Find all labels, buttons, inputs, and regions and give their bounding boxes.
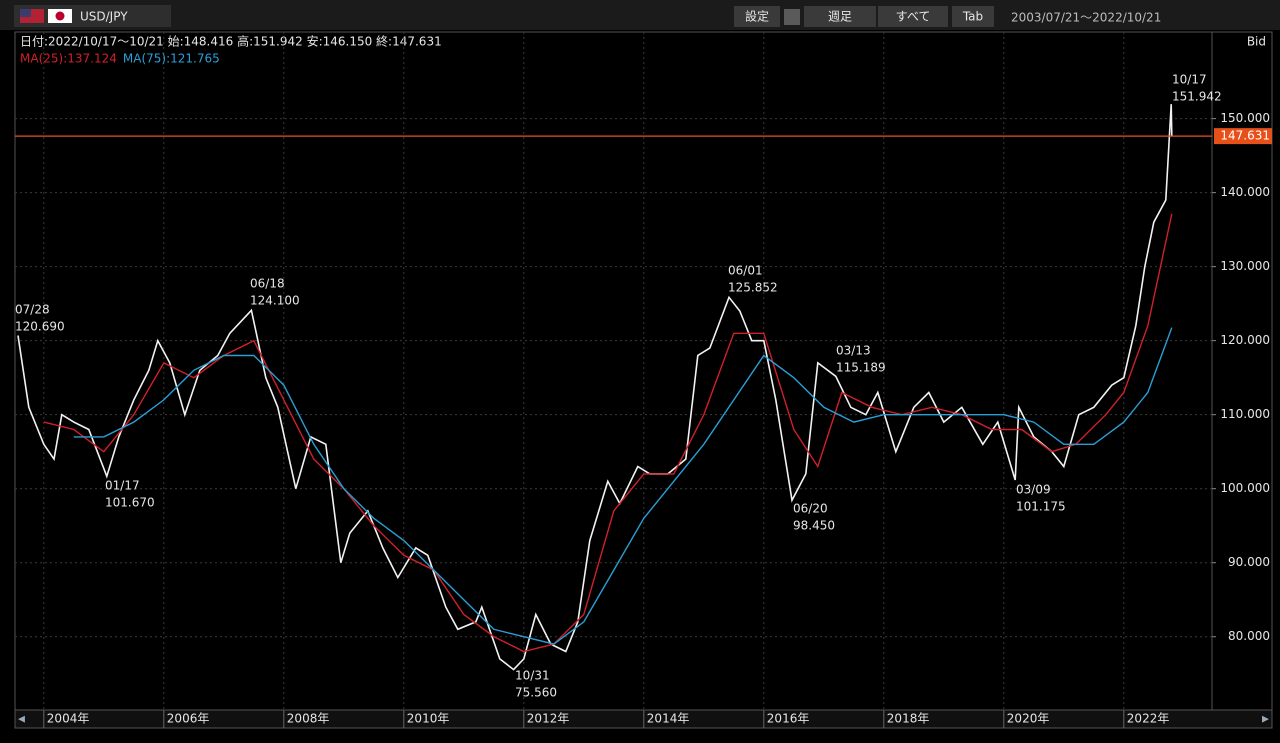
toolbar-button[interactable] (952, 6, 994, 27)
annotation-date: 07/28 (15, 303, 50, 317)
toolbar (0, 0, 1280, 30)
x-tick-label: 2006年 (167, 712, 210, 726)
annotation-date: 03/09 (1016, 483, 1051, 497)
annotation-value: 120.690 (15, 320, 65, 334)
x-tick-label: 2004年 (47, 712, 90, 726)
y-tick-label: 110.000 (1220, 407, 1270, 421)
pair-label: USD/JPY (80, 10, 128, 24)
toolbar-button-label: Tab (962, 10, 983, 24)
x-tick-label: 2016年 (767, 712, 810, 726)
scroll-left[interactable]: ◀ (18, 715, 25, 725)
legend-entry: MA(75):121.765 (123, 52, 220, 66)
annotation-value: 101.175 (1016, 500, 1066, 514)
legend-entry: MA(25):137.124 (20, 52, 117, 66)
x-tick-label: 2020年 (1007, 712, 1050, 726)
annotation-date: 10/17 (1172, 73, 1207, 87)
annotation-date: 06/20 (793, 502, 828, 516)
toolbar-icon (784, 9, 800, 25)
y-tick-label: 100.000 (1220, 481, 1270, 495)
annotation-value: 98.450 (793, 519, 835, 533)
scroll-right[interactable]: ▶ (1262, 715, 1269, 725)
annotation-date: 10/31 (515, 669, 550, 683)
annotation-value: 75.560 (515, 686, 557, 700)
ohlc-info: 日付:2022/10/17～10/21 始:148.416 高:151.942 … (20, 34, 442, 49)
ma-line (73, 327, 1173, 645)
toolbar-button[interactable] (878, 6, 948, 27)
annotation-value: 115.189 (836, 361, 886, 375)
price-line (17, 104, 1173, 671)
annotation-date: 06/01 (728, 264, 763, 278)
jp-flag-sun (55, 11, 65, 21)
price-side: Bid (1247, 35, 1266, 49)
toolbar-button[interactable] (734, 6, 780, 27)
y-tick-label: 120.000 (1220, 333, 1270, 347)
x-tick-label: 2018年 (887, 712, 930, 726)
y-tick-label: 130.000 (1220, 259, 1270, 273)
y-tick-label: 90.000 (1228, 555, 1270, 569)
y-tick-label: 140.000 (1220, 185, 1270, 199)
x-tick-label: 2012年 (527, 712, 570, 726)
annotation-value: 125.852 (728, 281, 778, 295)
toolbar-button-label: すべて (896, 10, 931, 24)
annotation-value: 101.670 (105, 496, 155, 510)
toolbar-button-label: 週足 (828, 10, 852, 24)
range-label: 2003/07/21～2022/10/21 (1011, 11, 1161, 25)
annotation-date: 03/13 (836, 344, 871, 358)
toolbar-button[interactable] (804, 6, 876, 27)
last-price-label: 147.631 (1220, 129, 1270, 143)
last-price-tag (1214, 128, 1272, 145)
y-tick-label: 150.000 (1220, 111, 1270, 125)
annotation-value: 151.942 (1172, 90, 1222, 104)
us-flag-canton (20, 9, 31, 17)
x-tick-label: 2008年 (287, 712, 330, 726)
annotation-value: 124.100 (250, 294, 300, 308)
x-tick-label: 2014年 (647, 712, 690, 726)
toolbar-button-label: 設定 (745, 9, 769, 24)
y-tick-label: 80.000 (1228, 629, 1270, 643)
annotation-date: 01/17 (105, 479, 140, 493)
x-tick-label: 2022年 (1127, 712, 1170, 726)
x-tick-label: 2010年 (407, 712, 450, 726)
annotation-date: 06/18 (250, 277, 285, 291)
ma-line (43, 213, 1173, 653)
